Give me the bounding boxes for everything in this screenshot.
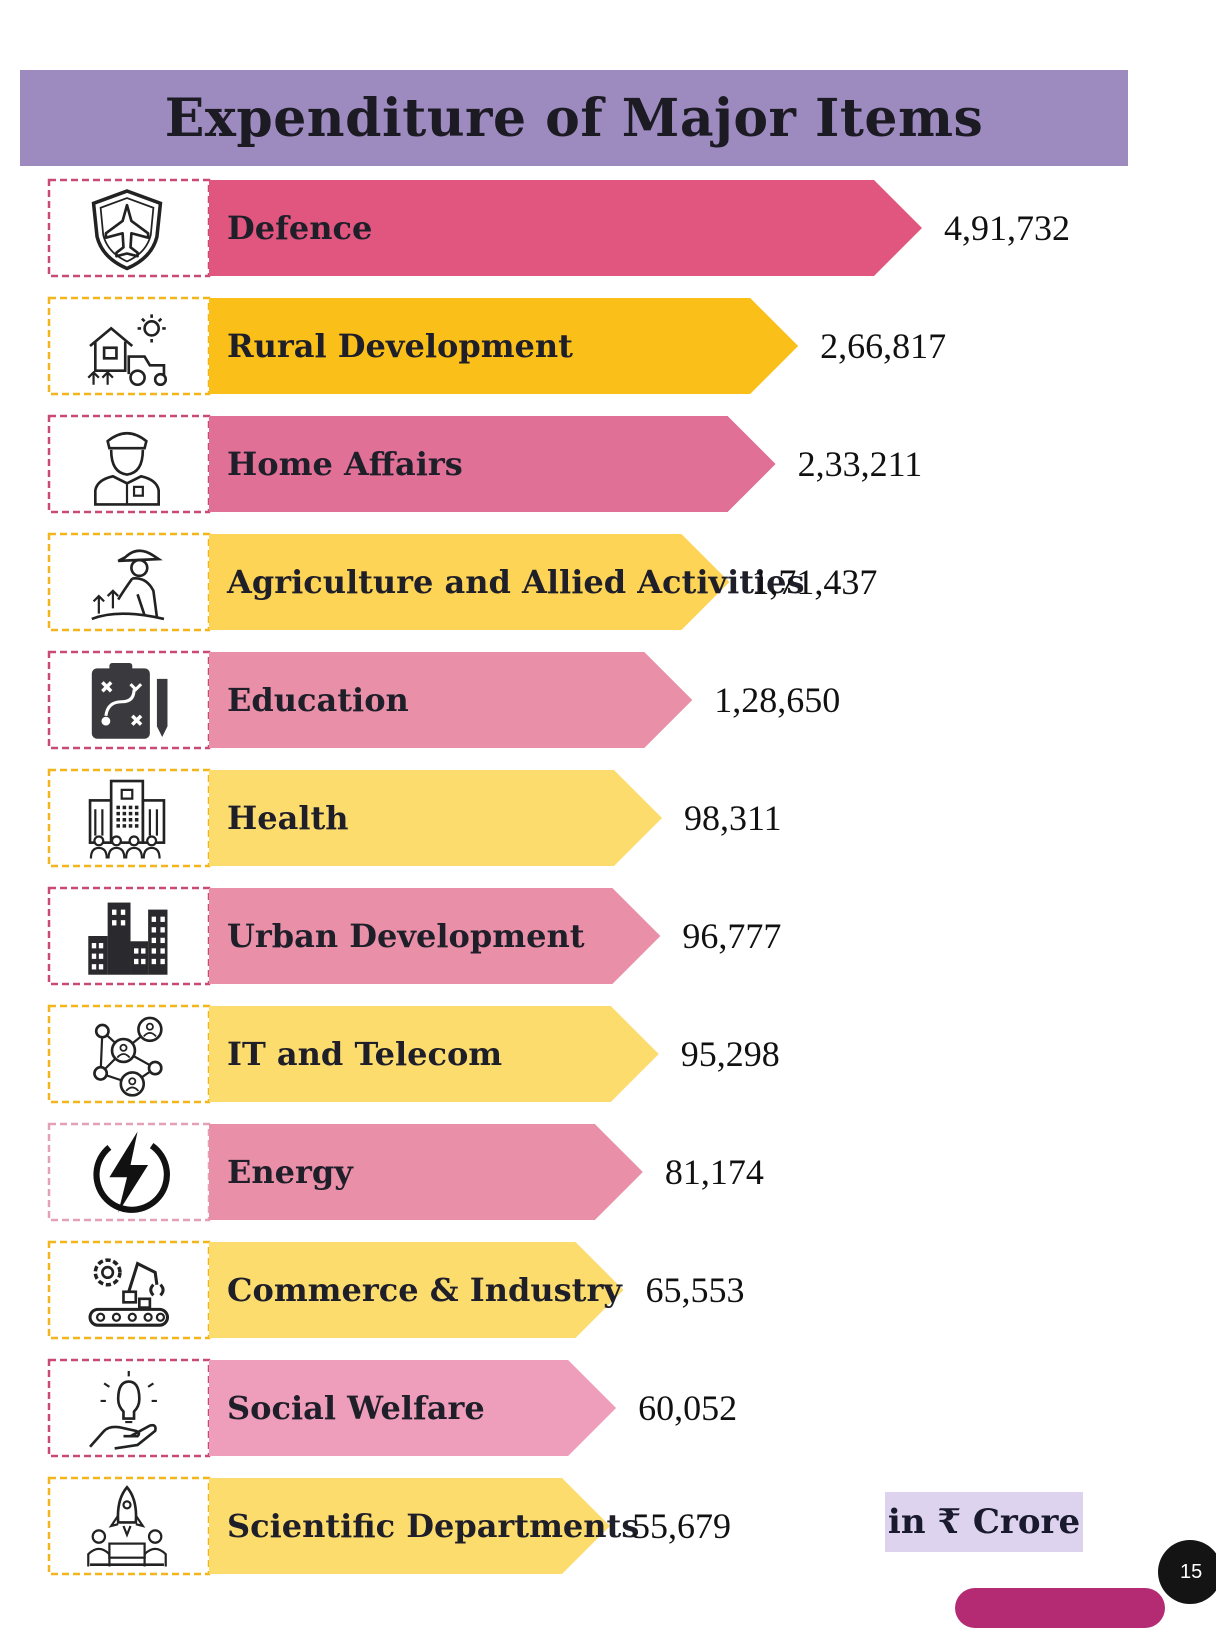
category-label: Commerce & Industry bbox=[227, 1271, 623, 1309]
value-label: 96,777 bbox=[682, 916, 781, 956]
chart-title: Expenditure of Major Items bbox=[164, 87, 984, 149]
value-label: 60,052 bbox=[638, 1388, 737, 1428]
category-label: Health bbox=[227, 799, 349, 837]
bar-row: Agriculture and Allied Activities1,71,43… bbox=[47, 532, 877, 632]
value-label: 65,553 bbox=[645, 1270, 744, 1310]
bar bbox=[209, 888, 661, 984]
idea-hand-icon bbox=[89, 1371, 157, 1450]
bar bbox=[209, 1360, 617, 1456]
title-banner: Expenditure of Major Items bbox=[20, 70, 1128, 166]
bar-row: Health 98,311 bbox=[47, 768, 782, 868]
bar bbox=[209, 1242, 624, 1338]
bar-row: Home Affairs 2,33,211 bbox=[47, 414, 923, 514]
bar-row: IT and Telecom 95,298 bbox=[47, 1004, 780, 1104]
bar bbox=[209, 298, 799, 394]
bar bbox=[209, 416, 776, 512]
bar bbox=[209, 534, 730, 630]
category-label: Defence bbox=[227, 209, 372, 247]
category-label: Education bbox=[227, 681, 409, 719]
network-people-icon bbox=[93, 1016, 163, 1097]
police-officer-icon bbox=[93, 431, 160, 506]
category-label: IT and Telecom bbox=[227, 1035, 502, 1073]
bar bbox=[209, 180, 922, 276]
bar-row: Social Welfare 60,052 bbox=[47, 1358, 737, 1458]
farmer-planting-icon bbox=[91, 549, 165, 621]
shield-jet-icon bbox=[91, 189, 163, 271]
icon-frame bbox=[47, 296, 211, 396]
bar bbox=[209, 770, 663, 866]
bar bbox=[209, 652, 693, 748]
bar-row: Energy 81,174 bbox=[47, 1122, 764, 1222]
hospital-people-icon bbox=[88, 779, 166, 859]
category-label: Social Welfare bbox=[227, 1389, 485, 1427]
icon-frame bbox=[47, 414, 211, 514]
bar-row: Rural Development 2,66,817 bbox=[47, 296, 946, 396]
category-label: Home Affairs bbox=[227, 445, 463, 483]
value-label: 98,311 bbox=[684, 798, 782, 838]
value-label: 55,679 bbox=[632, 1506, 731, 1546]
bar bbox=[209, 1124, 643, 1220]
lightning-bolt-icon bbox=[93, 1131, 170, 1213]
category-label: Rural Development bbox=[227, 327, 573, 365]
rocket-team-icon bbox=[87, 1485, 167, 1567]
factory-robot-arm-icon bbox=[88, 1258, 170, 1327]
page-number: 15 bbox=[1158, 1540, 1216, 1604]
category-label: Energy bbox=[227, 1153, 354, 1191]
unit-note: in ₹ Crore bbox=[885, 1492, 1083, 1552]
icon-frame bbox=[47, 178, 211, 278]
value-label: 95,298 bbox=[681, 1034, 780, 1074]
value-label: 4,91,732 bbox=[944, 208, 1070, 248]
value-label: 81,174 bbox=[665, 1152, 764, 1192]
bar-row: Education 1,28,650 bbox=[47, 650, 840, 750]
bar-row: Urban Development 96,777 bbox=[47, 886, 781, 986]
category-label: Urban Development bbox=[227, 917, 585, 955]
value-label: 1,28,650 bbox=[714, 680, 840, 720]
icon-frame bbox=[47, 1358, 211, 1458]
category-label: Scientific Departments bbox=[227, 1507, 639, 1545]
bar-row: Defence 4,91,732 bbox=[47, 178, 1070, 278]
strategy-clipboard-icon bbox=[91, 663, 168, 739]
icon-frame bbox=[47, 1476, 211, 1576]
value-label: 1,71,437 bbox=[751, 562, 877, 602]
farmhouse-tractor-icon bbox=[87, 314, 168, 387]
bar bbox=[209, 1006, 659, 1102]
bar-row: Commerce & Industry 65,553 bbox=[47, 1240, 744, 1340]
city-buildings-icon bbox=[88, 902, 168, 975]
bar bbox=[209, 1478, 610, 1574]
category-label: Agriculture and Allied Activities bbox=[226, 563, 805, 601]
corner-decoration bbox=[955, 1588, 1165, 1628]
value-label: 2,33,211 bbox=[798, 444, 923, 484]
value-label: 2,66,817 bbox=[820, 326, 946, 366]
